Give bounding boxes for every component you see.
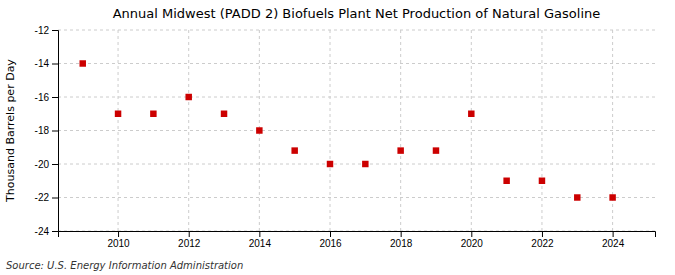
x-grid-line xyxy=(471,30,472,231)
chart-container: 20102012201420162018202020222024-24-22-2… xyxy=(0,0,675,275)
y-grid-line xyxy=(58,97,655,98)
y-tick-mark xyxy=(52,97,58,98)
point xyxy=(468,111,474,117)
x-tick-label: 2016 xyxy=(319,238,342,249)
grid xyxy=(58,30,655,231)
x-tick: 2012 xyxy=(178,231,201,249)
y-grid-line xyxy=(58,30,655,31)
x-grid-line xyxy=(612,30,613,231)
y-tick: -12 xyxy=(35,25,58,36)
point xyxy=(539,178,545,184)
point xyxy=(115,111,121,117)
y-axis-label: Thousand Barrels per Day xyxy=(4,59,17,203)
y-tick-mark xyxy=(52,231,58,232)
y-tick: -14 xyxy=(35,58,58,69)
point xyxy=(185,94,191,100)
x-grid-line xyxy=(400,30,401,231)
y-tick-label: -16 xyxy=(35,92,50,103)
y-grid-line xyxy=(58,63,655,64)
x-tick-mark xyxy=(259,231,260,237)
x-tick-label: 2020 xyxy=(461,238,484,249)
x-tick-mark xyxy=(471,231,472,237)
x-tick: 2020 xyxy=(461,231,484,249)
x-axis-line xyxy=(59,232,656,238)
point xyxy=(221,111,227,117)
point xyxy=(327,161,333,167)
point xyxy=(362,161,368,167)
y-grid-line xyxy=(58,197,655,198)
y-grid-line xyxy=(58,130,655,131)
point xyxy=(433,147,439,153)
x-grid-line xyxy=(541,30,542,231)
point xyxy=(397,147,403,153)
x-grid-line xyxy=(118,30,119,231)
y-tick-mark xyxy=(52,64,58,65)
y-tick: -18 xyxy=(35,125,58,136)
y-tick-mark xyxy=(52,198,58,199)
x-tick: 2022 xyxy=(531,231,554,249)
y-tick-label: -20 xyxy=(35,159,50,170)
x-tick-mark xyxy=(118,231,119,237)
x-tick-label: 2018 xyxy=(390,238,413,249)
x-tick: 2016 xyxy=(319,231,342,249)
y-tick: -16 xyxy=(35,92,58,103)
point xyxy=(574,194,580,200)
plot-area: 20102012201420162018202020222024-24-22-2… xyxy=(35,25,656,249)
x-axis: 2010 2012 2014 2016 2018 2020 2022 2024 xyxy=(59,231,656,249)
x-tick-label: 2024 xyxy=(602,238,625,249)
title: Annual Midwest (PADD 2) Biofuels Plant N… xyxy=(113,6,601,21)
y-tick: -20 xyxy=(35,159,58,170)
x-tick-mark xyxy=(613,231,614,237)
x-tick-label: 2014 xyxy=(249,238,272,249)
y-axis-line xyxy=(52,31,59,232)
x-tick-label: 2012 xyxy=(178,238,201,249)
y-tick-label: -18 xyxy=(35,125,50,136)
chart-svg: 20102012201420162018202020222024-24-22-2… xyxy=(0,0,675,275)
y-tick-label: -14 xyxy=(35,58,50,69)
x-grid-line xyxy=(330,30,331,231)
y-tick-mark xyxy=(52,30,58,31)
point xyxy=(609,194,615,200)
y-tick-label: -12 xyxy=(35,25,50,36)
x-tick-mark xyxy=(401,231,402,237)
point xyxy=(256,127,262,133)
y-tick: -22 xyxy=(35,192,58,203)
y-tick-label: -24 xyxy=(35,226,50,237)
x-tick: 2018 xyxy=(390,231,413,249)
points xyxy=(79,60,615,200)
point xyxy=(291,147,297,153)
y-tick-mark xyxy=(52,131,58,132)
x-tick: 2014 xyxy=(249,231,272,249)
y-axis: -24 -22 -20 -18 -16 -14 -12 xyxy=(35,25,59,237)
x-tick: 2024 xyxy=(602,231,625,249)
x-tick-mark xyxy=(189,231,190,237)
x-tick-mark xyxy=(330,231,331,237)
y-tick-label: -22 xyxy=(35,192,50,203)
x-tick: 2010 xyxy=(107,231,130,249)
source: Source: U.S. Energy Information Administ… xyxy=(6,260,243,271)
x-tick-label: 2010 xyxy=(107,238,130,249)
y-grid-line xyxy=(58,164,655,165)
x-tick-label: 2022 xyxy=(531,238,554,249)
y-tick-mark xyxy=(52,164,58,165)
x-grid-line xyxy=(188,30,189,231)
point xyxy=(150,111,156,117)
point xyxy=(503,178,509,184)
y-tick: -24 xyxy=(35,226,58,237)
point xyxy=(79,60,85,66)
x-tick-mark xyxy=(542,231,543,237)
